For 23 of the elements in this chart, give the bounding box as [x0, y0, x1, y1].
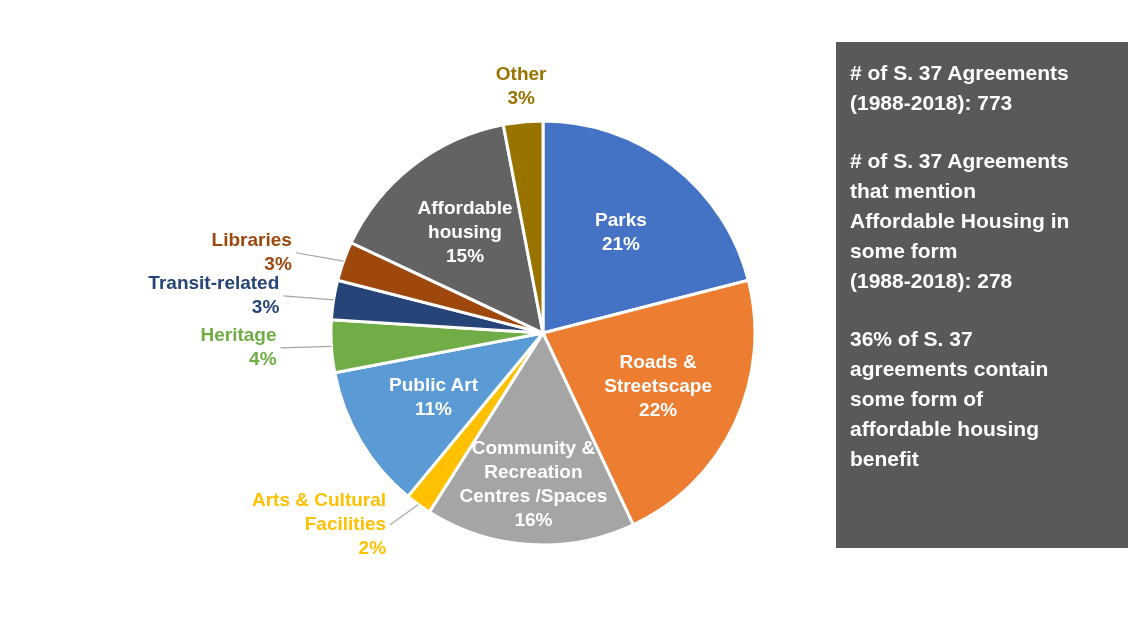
- data-label: 2%: [358, 536, 387, 558]
- slice-label: Parks: [595, 208, 647, 230]
- text: # of S. 37 Agreements that mention Affordable Housing in some form (1988-2018): 278: [850, 149, 1070, 292]
- slice-label: Public Art: [389, 373, 479, 395]
- slice-label: Arts & Cultural Facilities: [251, 488, 387, 534]
- slice-label: Roads & Streetscape: [604, 351, 712, 397]
- slice-label: Community & Recreation Centres /Spaces: [459, 437, 608, 507]
- text: # of S. 37 Agreements (1988-2018): 773: [850, 61, 1069, 114]
- text: 36% of S. 37 agreements contain some form of affordable housing benefit: [850, 327, 1049, 470]
- data-label: 3%: [251, 295, 280, 317]
- data-label: 3%: [264, 252, 292, 274]
- data-label: 21%: [601, 232, 641, 254]
- data-label: 4%: [249, 347, 277, 369]
- slice-label: Other: [495, 63, 548, 85]
- data-label: 15%: [446, 244, 485, 266]
- data-label: 11%: [415, 397, 453, 419]
- data-label: 3%: [507, 87, 535, 109]
- data-label: 16%: [514, 509, 553, 531]
- slice-label: Libraries: [211, 228, 292, 250]
- slice-label: Affordable housing: [417, 196, 513, 242]
- slice-label: Transit-related: [148, 271, 280, 293]
- data-label: 22%: [639, 399, 678, 421]
- slice-label: Heritage: [200, 323, 277, 345]
